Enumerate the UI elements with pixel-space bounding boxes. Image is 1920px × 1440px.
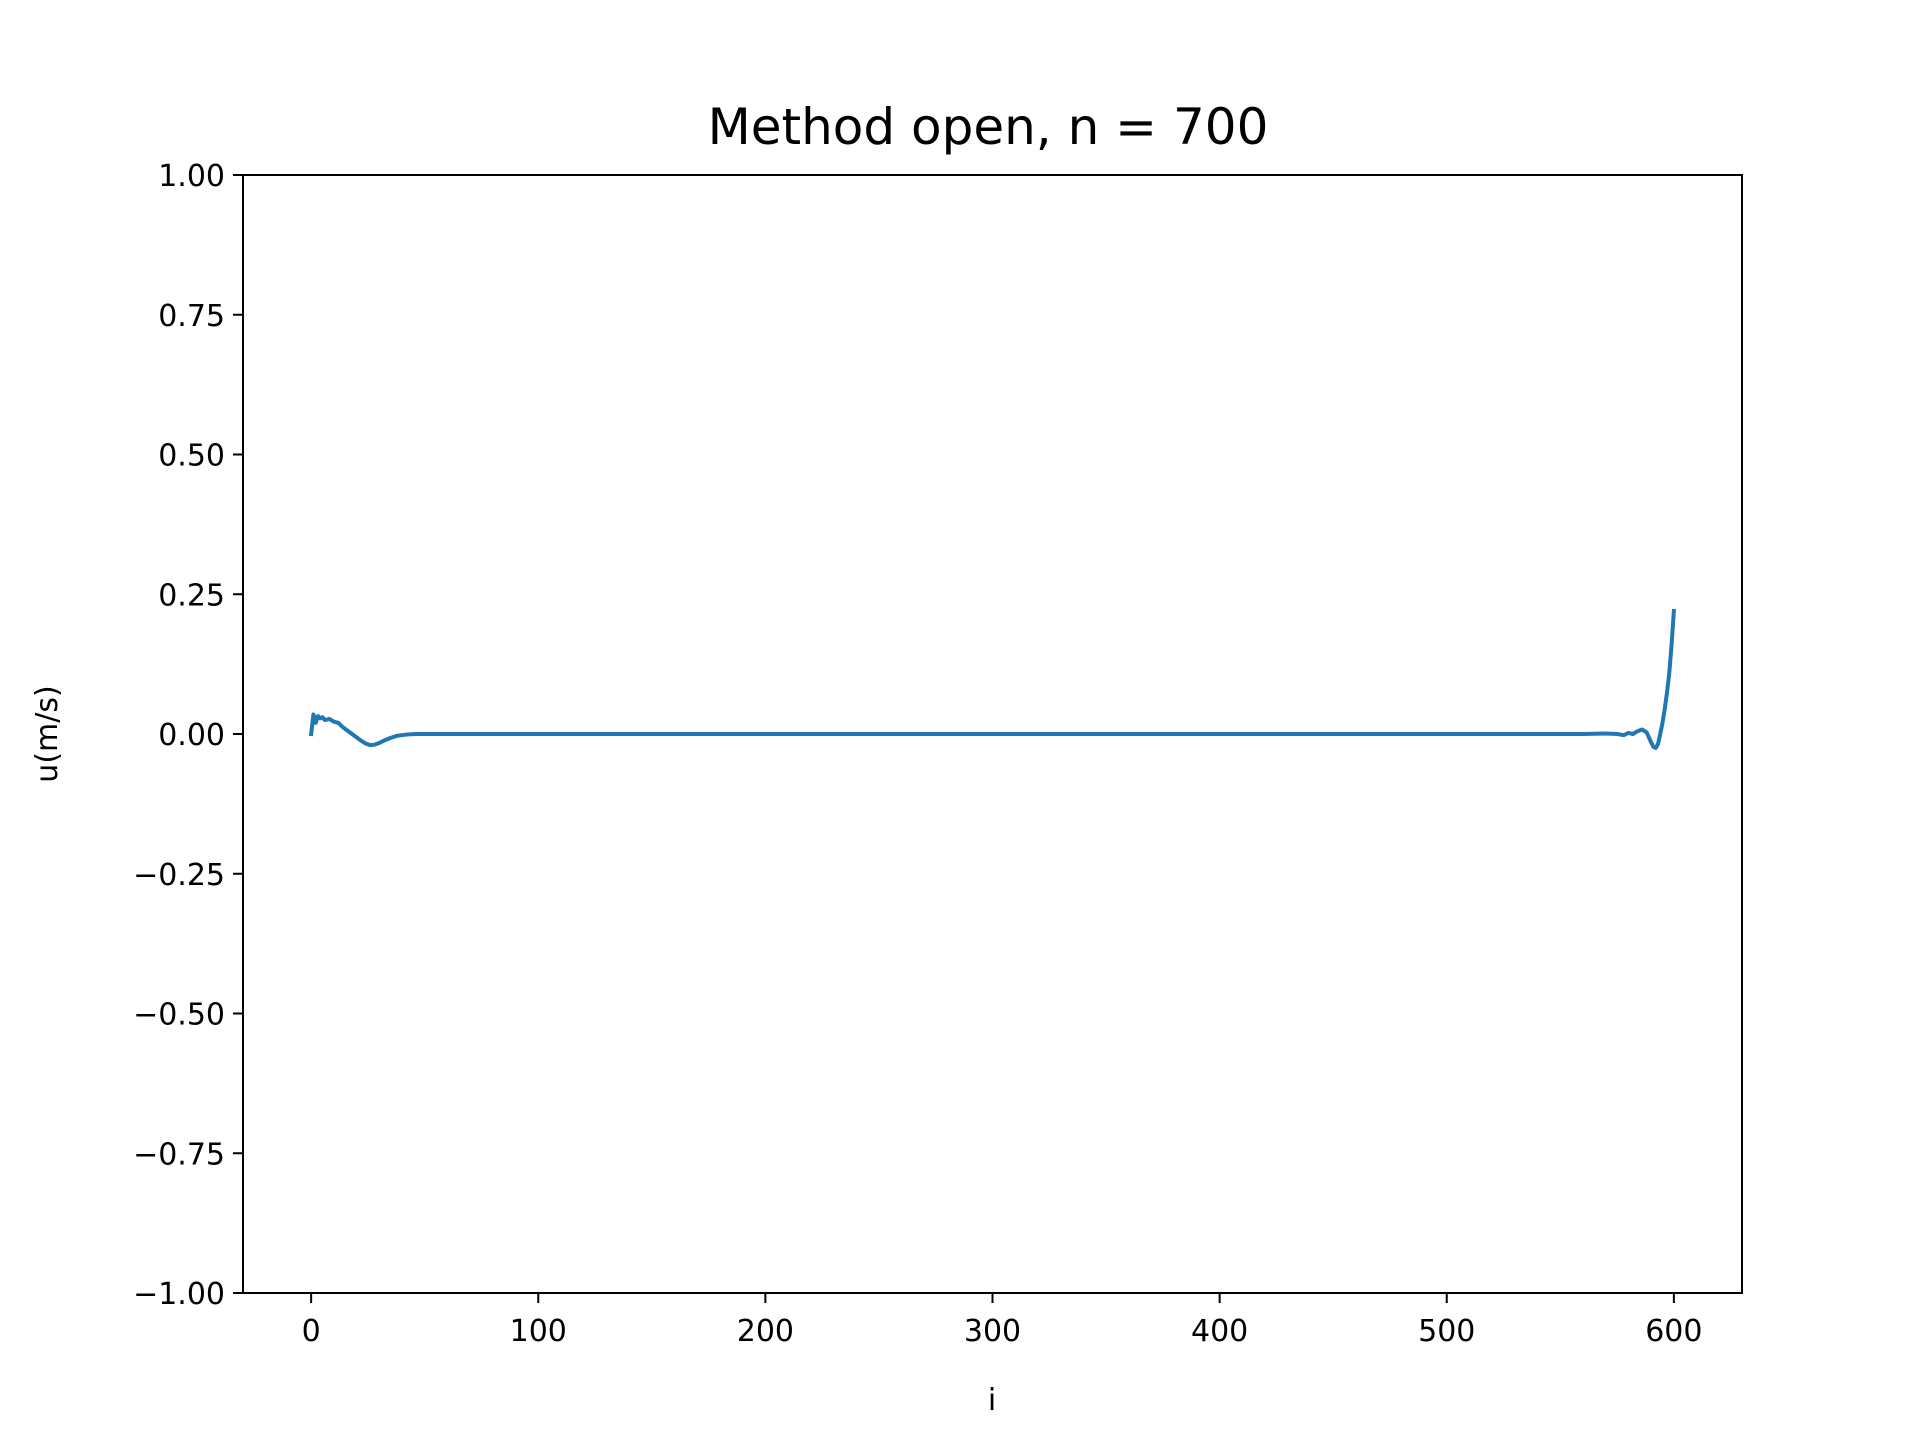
x-tick-label: 100 [510,1314,567,1349]
y-tick-label: −0.75 [133,1137,225,1172]
y-axis-ticks: −1.00 −0.75 −0.50 −0.25 0.00 0.25 0.50 0.75 1.00 [133,159,243,1312]
x-axis-label: i [988,1383,996,1418]
x-tick-label: 300 [964,1314,1021,1349]
x-tick-label: 200 [737,1314,794,1349]
y-tick-label: −0.25 [133,858,225,893]
y-tick-label: −1.00 [133,1277,225,1312]
x-axis-ticks: 0 100 200 300 400 500 600 [302,1293,1702,1349]
y-tick-label: 1.00 [158,159,225,194]
x-tick-label: 0 [302,1314,321,1349]
y-tick-label: 0.00 [158,718,225,753]
y-tick-label: 0.50 [158,439,225,474]
x-tick-label: 500 [1418,1314,1475,1349]
y-tick-label: 0.75 [158,299,225,334]
y-tick-label: 0.25 [158,578,225,613]
series-line [308,608,1676,750]
plot-frame [242,174,1743,1294]
x-tick-label: 600 [1645,1314,1702,1349]
x-tick-label: 400 [1191,1314,1248,1349]
y-axis-label: u(m/s) [30,685,65,782]
y-tick-label: −0.50 [133,998,225,1033]
chart-title: Method open, n = 700 [708,98,1269,156]
